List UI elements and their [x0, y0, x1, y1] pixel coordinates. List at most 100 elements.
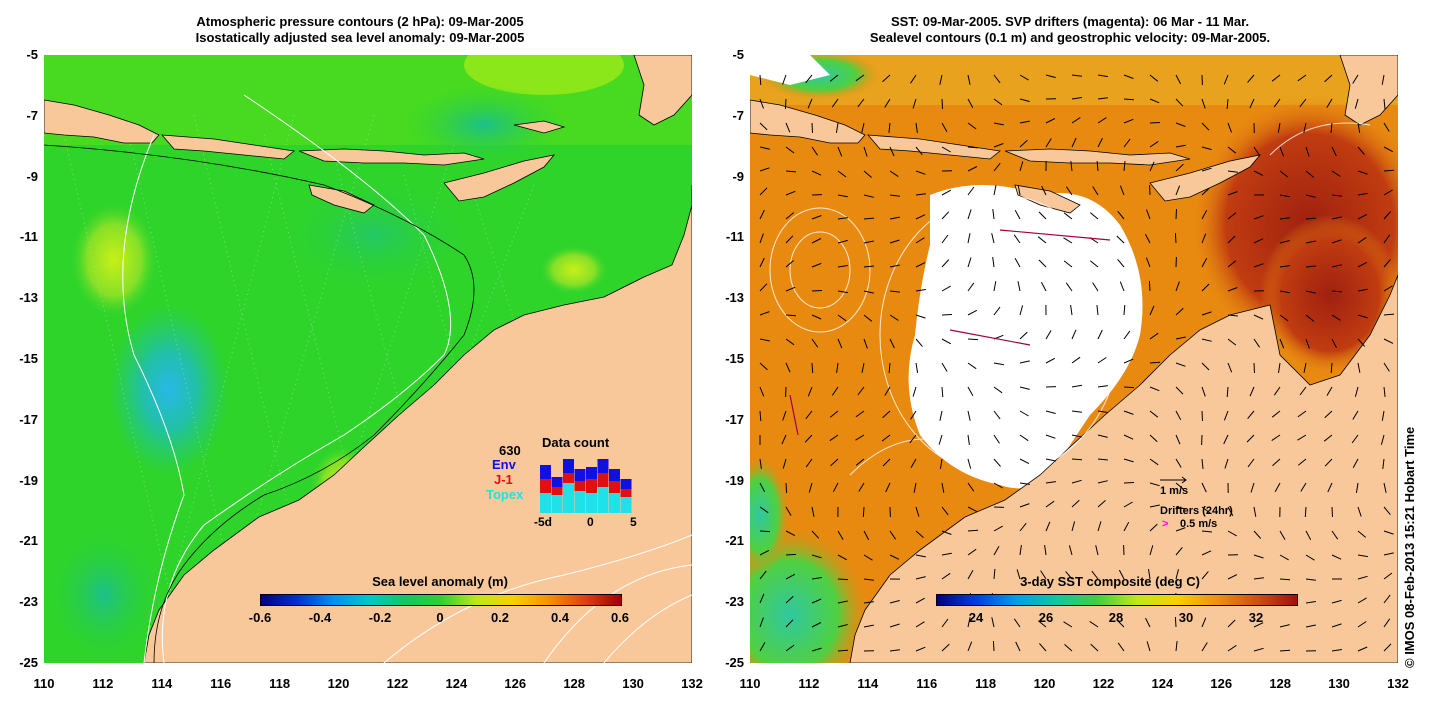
velocity-vector — [1175, 98, 1184, 107]
velocity-vector — [1383, 618, 1391, 628]
velocity-vector — [1201, 283, 1210, 292]
velocity-vector — [1223, 434, 1229, 445]
lon-tick: 120 — [1033, 676, 1056, 691]
velocity-vector — [993, 525, 1003, 532]
lat-tick: -19 — [725, 472, 744, 488]
drifter-scale-label: 0.5 m/s — [1180, 518, 1218, 530]
velocity-vector — [993, 122, 1004, 126]
velocity-vector — [759, 98, 764, 109]
lon-tick: 128 — [563, 676, 586, 691]
velocity-vector — [1175, 527, 1186, 532]
velocity-vector — [1300, 482, 1307, 492]
histogram-bar — [597, 473, 609, 487]
velocity-vector — [993, 185, 997, 196]
velocity-vector — [1227, 122, 1232, 133]
velocity-vector — [1253, 215, 1264, 220]
velocity-vector — [1305, 265, 1317, 268]
velocity-vector — [915, 362, 919, 373]
positive-anomaly-eddy — [69, 200, 159, 320]
velocity-vector — [1013, 234, 1021, 244]
velocity-vector — [1383, 643, 1392, 652]
velocity-vector — [993, 458, 1001, 467]
histogram-bar — [586, 493, 597, 513]
velocity-vector — [1019, 139, 1028, 148]
velocity-vector — [1065, 282, 1073, 292]
velocity-vector — [967, 186, 975, 196]
velocity-vector — [889, 290, 900, 293]
velocity-vector — [1331, 239, 1342, 244]
velocity-vector — [889, 600, 900, 604]
velocity-vector — [1331, 623, 1342, 628]
velocity-vector — [1045, 74, 1056, 79]
velocity-vector — [811, 530, 820, 539]
velocity-vector — [1175, 208, 1177, 220]
velocity-vector — [993, 98, 1003, 106]
colorbar-tick: 0.4 — [550, 610, 570, 625]
lon-tick: 124 — [445, 676, 468, 691]
velocity-vector — [759, 410, 762, 422]
velocity-vector — [1201, 506, 1211, 514]
velocity-vector — [1357, 362, 1361, 373]
velocity-vector — [759, 311, 770, 316]
lat-tick: -9 — [26, 168, 38, 184]
velocity-vector — [1277, 122, 1281, 133]
velocity-vector — [1331, 170, 1341, 177]
velocity-vector — [863, 265, 875, 268]
histogram-bar — [597, 487, 609, 513]
velocity-vector — [855, 74, 865, 82]
velocity-vector — [1279, 578, 1291, 581]
velocity-vector — [1063, 237, 1073, 244]
data-count-histogram — [540, 459, 632, 513]
sea-level-map-svg — [44, 55, 692, 663]
velocity-vector — [1175, 362, 1186, 367]
velocity-vector — [1305, 314, 1315, 322]
velocity-vector — [1016, 569, 1021, 580]
velocity-vector — [991, 233, 995, 244]
velocity-vector — [1331, 290, 1343, 293]
data-count-title: Data count — [542, 435, 610, 450]
velocity-vector — [1279, 338, 1285, 349]
velocity-vector — [1095, 545, 1099, 556]
velocity-vector — [1019, 503, 1030, 508]
bali-lombok — [161, 134, 295, 160]
velocity-vector — [785, 644, 795, 652]
velocity-vector — [1015, 641, 1021, 652]
velocity-vector — [1146, 641, 1151, 652]
velocity-vector — [1250, 482, 1255, 493]
velocity-vector — [1299, 98, 1307, 108]
lon-tick: 120 — [327, 676, 350, 691]
velocity-vector — [882, 458, 891, 467]
lon-tick: 116 — [916, 676, 938, 691]
histogram-bar — [597, 459, 609, 473]
velocity-vector — [759, 146, 770, 150]
velocity-vector — [837, 290, 848, 294]
velocity-vector — [785, 553, 797, 556]
velocity-vector — [1227, 235, 1236, 244]
velocity-vector — [941, 572, 951, 580]
velocity-vector — [1019, 331, 1028, 340]
velocity-vector — [1357, 646, 1368, 652]
velocity-vector — [1227, 170, 1238, 173]
land-masses-sst — [750, 55, 1398, 663]
lat-tick: -5 — [26, 47, 38, 62]
velocity-vector — [1201, 257, 1208, 268]
velocity-vector — [1227, 644, 1237, 652]
lon-tick: 118 — [975, 676, 997, 691]
velocity-vector — [1357, 261, 1368, 268]
velocity-vector — [836, 362, 839, 373]
right-title-line1: SST: 09-Mar-2005. SVP drifters (magenta)… — [890, 14, 1250, 29]
colorbar-tick: 24 — [968, 610, 984, 625]
lon-tick: 110 — [739, 676, 761, 691]
velocity-vector — [811, 554, 822, 559]
velocity-vector — [759, 482, 766, 493]
histogram-bar — [586, 479, 597, 493]
australia-mainland-sst — [849, 274, 1398, 663]
velocity-vector — [1331, 194, 1342, 197]
lon-tick: 126 — [504, 676, 527, 691]
velocity-vector — [1123, 458, 1134, 463]
velocity-vector — [1175, 185, 1181, 196]
velocity-vector — [1089, 260, 1099, 268]
velocity-vector — [1331, 506, 1333, 518]
velocity-vector — [1354, 98, 1359, 109]
velocity-vector — [1247, 74, 1255, 83]
